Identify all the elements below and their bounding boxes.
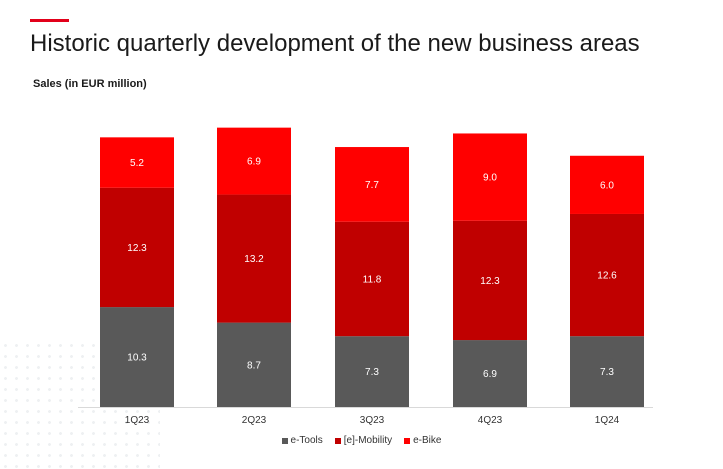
data-label: 7.3 [600, 367, 614, 378]
data-label: 7.3 [365, 367, 379, 378]
x-tick-label: 4Q23 [478, 415, 503, 426]
data-label: 13.2 [244, 254, 264, 265]
legend-swatch [334, 437, 341, 444]
legend-label: e-Tools [290, 435, 323, 446]
x-tick-label: 1Q23 [125, 415, 150, 426]
bar-emobility-3q23 [335, 221, 409, 337]
data-label: 11.8 [363, 274, 382, 285]
legend-swatch [404, 437, 411, 444]
bar-ebike-2q23 [217, 127, 291, 195]
chart-legend: e-Tools [e]-Mobility e-Bike [0, 435, 723, 446]
legend-label: [e]-Mobility [343, 435, 393, 446]
bar-etools-4q23 [453, 340, 527, 407]
x-tick-label: 1Q24 [595, 415, 620, 426]
data-label: 9.0 [483, 173, 497, 184]
bar-etools-2q23 [217, 322, 291, 407]
legend-label: e-Bike [413, 435, 442, 446]
data-label: 12.3 [127, 243, 147, 254]
chart-subtitle: Sales (in EUR million) [33, 78, 147, 90]
bar-etools-1q24 [570, 336, 644, 407]
data-label: 12.3 [480, 276, 500, 287]
legend-item: e-Tools [281, 435, 323, 446]
page-title: Historic quarterly development of the ne… [30, 30, 640, 57]
data-label: 6.9 [247, 157, 261, 168]
bar-ebike-1q23 [100, 137, 174, 188]
bar-emobility-1q24 [570, 213, 644, 337]
title-accent-line [30, 19, 69, 22]
bar-emobility-2q23 [217, 194, 291, 323]
data-label: 8.7 [247, 360, 261, 371]
bar-ebike-3q23 [335, 147, 409, 222]
data-label: 6.0 [600, 180, 614, 191]
data-label: 7.7 [365, 180, 379, 191]
bar-etools-1q23 [100, 307, 174, 407]
x-tick-label: 2Q23 [242, 415, 267, 426]
data-label: 12.6 [597, 271, 617, 282]
bar-ebike-4q23 [453, 133, 527, 221]
x-tick-label: 3Q23 [360, 415, 385, 426]
legend-item: [e]-Mobility [334, 435, 393, 446]
bar-emobility-1q23 [100, 187, 174, 308]
data-label: 5.2 [130, 158, 144, 169]
legend-swatch [281, 437, 288, 444]
data-label: 10.3 [127, 353, 147, 364]
legend-item: e-Bike [404, 435, 441, 446]
bar-emobility-4q23 [453, 220, 527, 341]
bar-ebike-1q24 [570, 155, 644, 214]
data-label: 6.9 [483, 369, 497, 380]
bar-etools-3q23 [335, 336, 409, 407]
